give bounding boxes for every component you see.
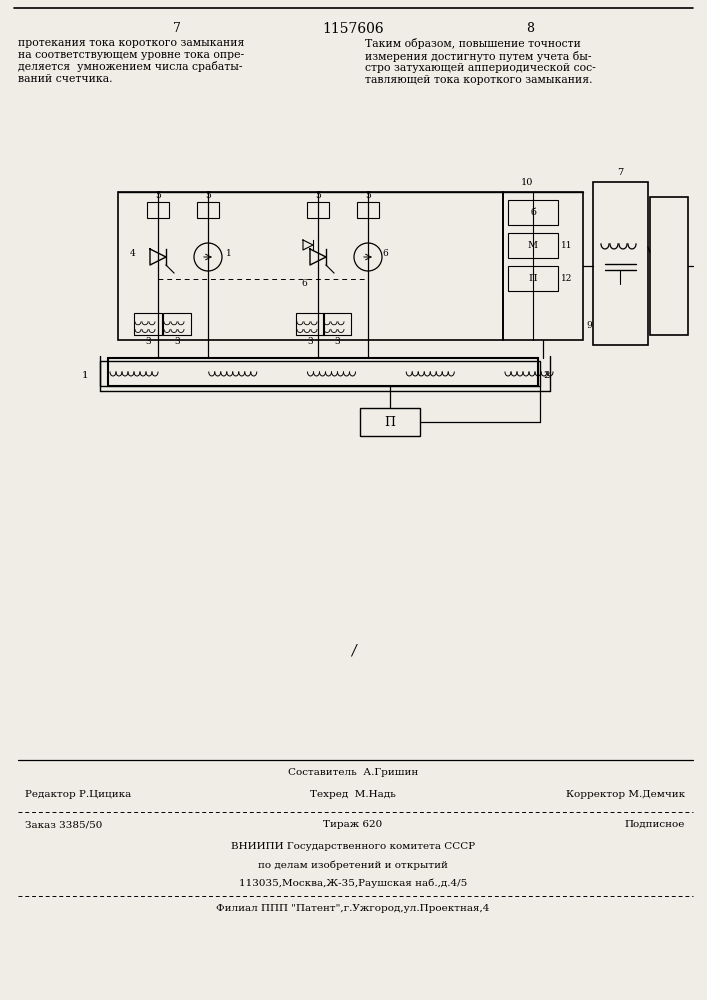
Bar [108, 358, 538, 386]
Bar [503, 192, 583, 340]
Text: 2: 2 [543, 370, 549, 379]
Bar [508, 233, 558, 258]
Bar [118, 192, 503, 340]
Bar [134, 313, 162, 335]
Text: Таким образом, повышение точности
измерения достигнуто путем учета бы-
стро зату: Таким образом, повышение точности измере… [365, 38, 596, 85]
Text: 8: 8 [526, 22, 534, 35]
Text: 12: 12 [561, 274, 573, 283]
Bar [508, 266, 558, 291]
Text: 1157606: 1157606 [322, 22, 384, 36]
Text: б: б [530, 208, 536, 217]
Bar [360, 408, 420, 436]
Text: 113035,Москва,Ж-35,Раушская наб.,д.4/5: 113035,Москва,Ж-35,Раушская наб.,д.4/5 [239, 878, 467, 888]
Text: 7: 7 [617, 168, 624, 177]
Bar [593, 182, 648, 345]
Text: ВНИИПИ Государственного комитета СССР: ВНИИПИ Государственного комитета СССР [231, 842, 475, 851]
Text: 6: 6 [301, 279, 307, 288]
Text: 3: 3 [334, 337, 340, 346]
Bar [508, 200, 558, 225]
Text: Подписное: Подписное [624, 820, 685, 829]
Text: П: П [385, 416, 395, 430]
Text: 3: 3 [174, 337, 180, 346]
Bar [197, 202, 219, 218]
Bar [163, 313, 191, 335]
Text: 5: 5 [205, 191, 211, 200]
Bar [147, 202, 169, 218]
Text: П: П [529, 274, 537, 283]
Bar [100, 361, 540, 386]
Text: Редактор Р.Цицика: Редактор Р.Цицика [25, 790, 132, 799]
Text: 4: 4 [130, 248, 136, 257]
Text: Филиал ППП "Патент",г.Ужгород,ул.Проектная,4: Филиал ППП "Патент",г.Ужгород,ул.Проектн… [216, 904, 490, 913]
Text: 5: 5 [365, 191, 371, 200]
Text: 11: 11 [561, 241, 573, 250]
Text: 9: 9 [586, 320, 592, 330]
Text: Тираж 620: Тираж 620 [323, 820, 382, 829]
Text: 5: 5 [315, 191, 321, 200]
Bar [650, 197, 688, 335]
Text: /: / [351, 643, 356, 657]
Text: 1: 1 [81, 370, 88, 379]
Text: Корректор М.Демчик: Корректор М.Демчик [566, 790, 685, 799]
Bar [307, 202, 329, 218]
Text: Составитель  А.Гришин: Составитель А.Гришин [288, 768, 418, 777]
Text: 6: 6 [382, 248, 387, 257]
Text: 1: 1 [226, 248, 232, 257]
Text: М: М [528, 241, 538, 250]
Bar [296, 313, 324, 335]
Text: 5: 5 [155, 191, 161, 200]
Text: протекания тока короткого замыкания
на соответствующем уровне тока опре-
деляетс: протекания тока короткого замыкания на с… [18, 38, 245, 84]
Text: Техред  М.Надь: Техред М.Надь [310, 790, 396, 799]
Text: по делам изобретений и открытий: по делам изобретений и открытий [258, 860, 448, 869]
Text: 3: 3 [307, 337, 312, 346]
Text: Заказ 3385/50: Заказ 3385/50 [25, 820, 103, 829]
Text: 3: 3 [145, 337, 151, 346]
Text: 10: 10 [521, 178, 533, 187]
Bar [323, 313, 351, 335]
Bar [357, 202, 379, 218]
Text: 7: 7 [173, 22, 181, 35]
